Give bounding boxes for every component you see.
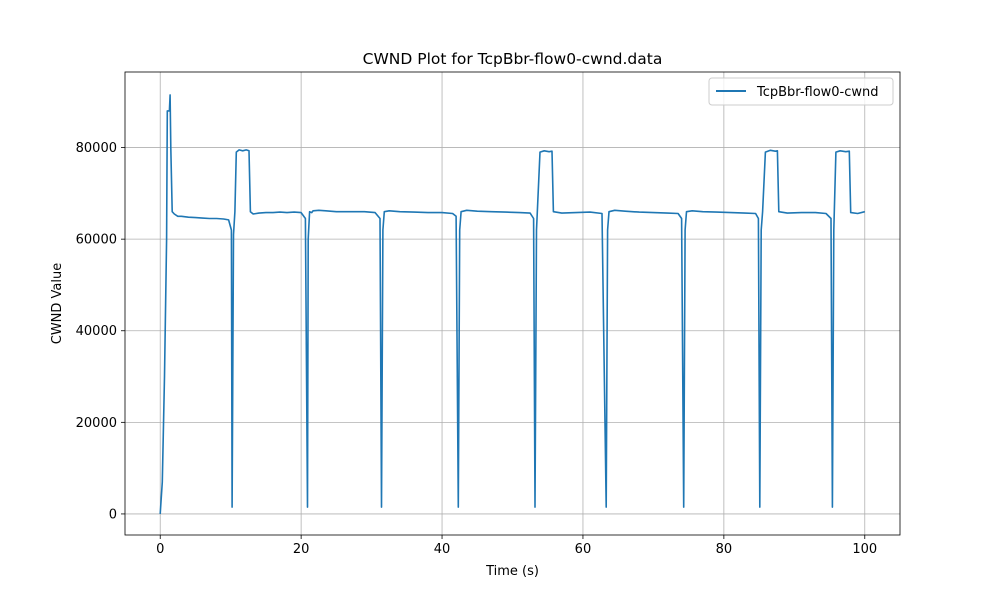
y-tick-label: 0: [109, 507, 117, 522]
x-tick-label: 80: [716, 542, 733, 557]
legend-box: [708, 77, 894, 106]
x-tick-label: 20: [293, 542, 310, 557]
axes-frame: [124, 71, 901, 536]
x-axis-label: Time (s): [485, 564, 539, 579]
grid: [125, 72, 900, 535]
y-tick-label: 80000: [76, 141, 117, 156]
legend-label: TcpBbr-flow0-cwnd: [756, 85, 879, 100]
plot-area: [159, 94, 865, 514]
x-tick-label: 40: [434, 542, 451, 557]
y-axis-label: CWND Value: [50, 263, 65, 345]
y-tick-label: 60000: [76, 233, 117, 248]
chart-title: CWND Plot for TcpBbr-flow0-cwnd.data: [363, 50, 663, 68]
x-tick-label: 60: [575, 542, 592, 557]
series-line: [159, 94, 865, 514]
x-tick-label: 0: [156, 542, 164, 557]
y-tick-label: 20000: [76, 416, 117, 431]
ticks: 0 20 40 60 80 100 0 20000 40000 60000 80000: [76, 141, 878, 557]
x-tick-label: 100: [852, 542, 877, 557]
legend: TcpBbr-flow0-cwnd: [708, 77, 894, 106]
y-tick-label: 40000: [76, 324, 117, 339]
